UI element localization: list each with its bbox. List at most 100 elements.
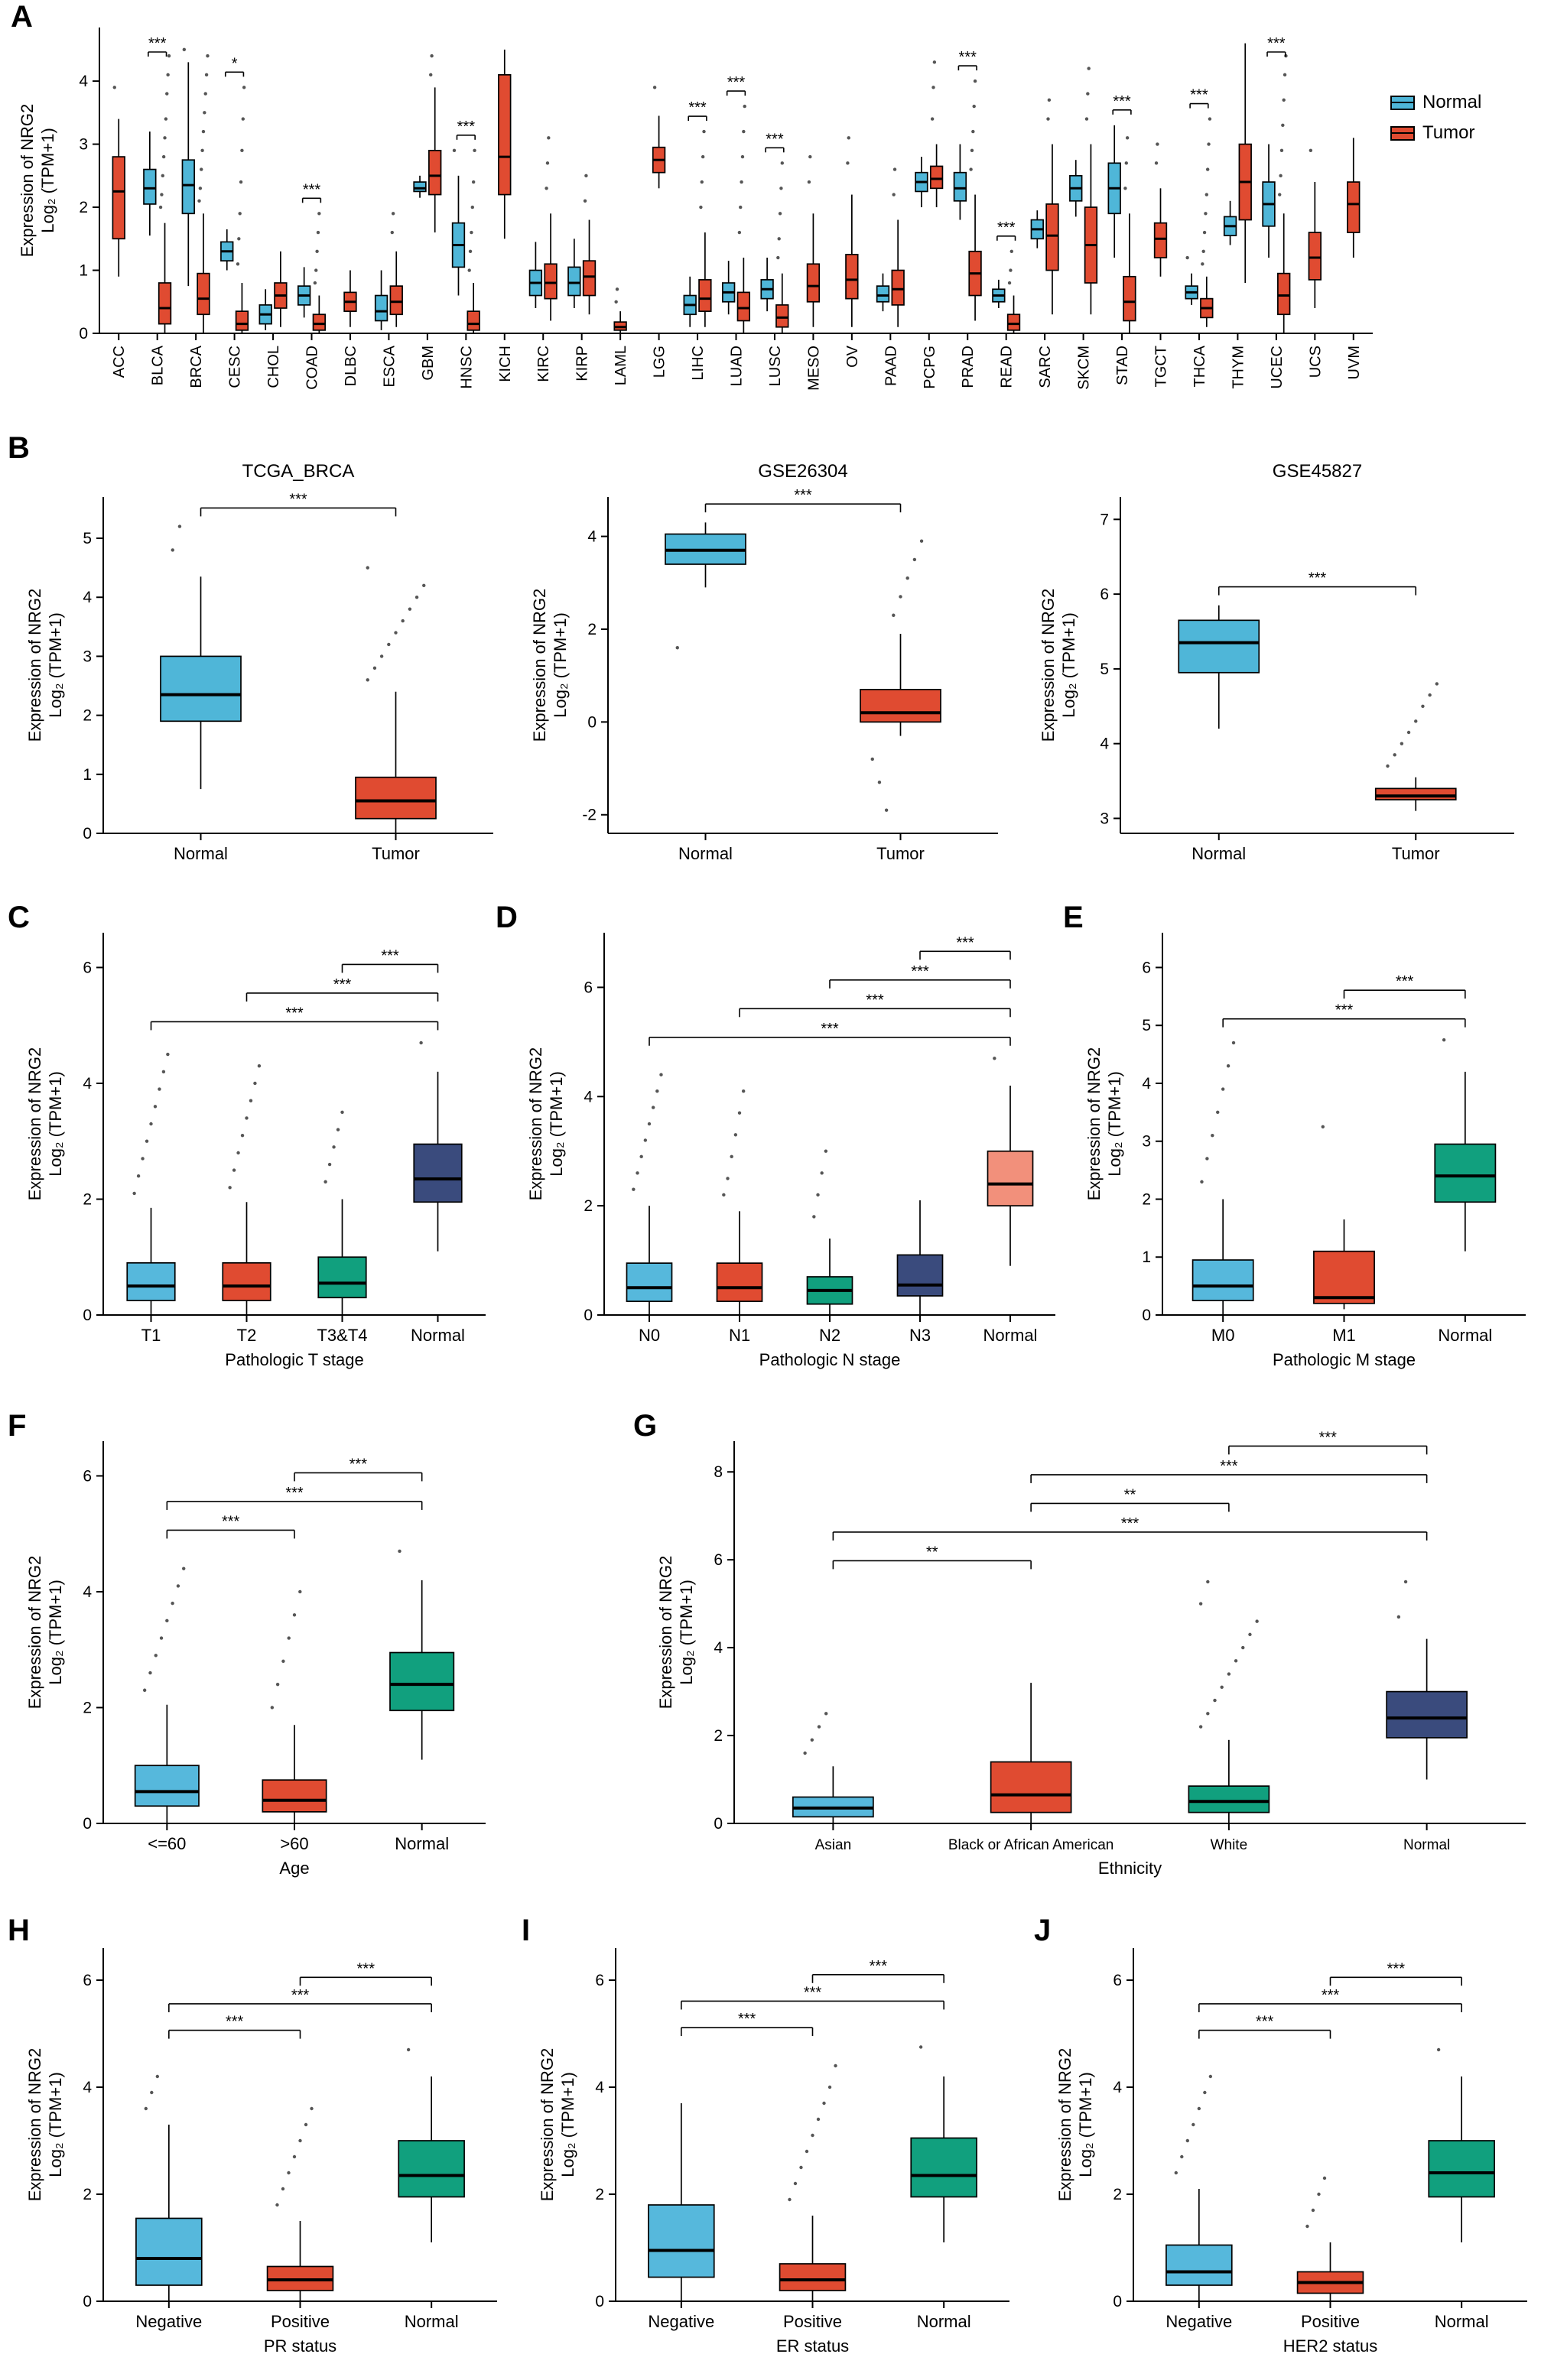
svg-text:PCPG: PCPG (922, 346, 938, 389)
svg-text:Expression of NRG2: Expression of NRG2 (25, 1556, 44, 1710)
panel-g-ethnicity-boxplot: Expression of NRG2 Log₂ (TPM+1) 0 2 4 6 8 Asian… (650, 1418, 1541, 1911)
svg-text:2: 2 (83, 707, 92, 725)
svg-text:6: 6 (595, 1972, 604, 1989)
svg-text:2: 2 (587, 621, 597, 638)
svg-text:Tumor: Tumor (1392, 844, 1440, 863)
svg-text:1: 1 (1142, 1248, 1151, 1266)
svg-text:CESC: CESC (227, 346, 244, 388)
svg-text:THYM: THYM (1230, 346, 1247, 389)
svg-text:T2: T2 (237, 1326, 257, 1345)
panel-i-er-status-boxplot: Expression of NRG2 Log₂ (TPM+1) 0 2 4 6 Negati… (532, 1925, 1025, 2380)
svg-text:4: 4 (1100, 735, 1109, 753)
svg-text:3: 3 (83, 648, 92, 665)
svg-text:4: 4 (83, 2079, 92, 2096)
svg-text:**: ** (926, 1544, 938, 1560)
svg-text:4: 4 (79, 73, 88, 90)
svg-text:KICH: KICH (497, 346, 514, 382)
svg-text:LIHC: LIHC (690, 346, 707, 381)
svg-text:***: *** (1322, 1987, 1340, 2004)
svg-text:Positive: Positive (271, 2312, 330, 2331)
svg-text:TGCT: TGCT (1153, 346, 1170, 387)
svg-text:KIRC: KIRC (535, 346, 552, 382)
svg-text:4: 4 (83, 1075, 92, 1093)
svg-text:Normal: Normal (678, 844, 733, 863)
svg-text:Log₂ (TPM+1): Log₂ (TPM+1) (1059, 612, 1078, 718)
svg-text:Expression of NRG2: Expression of NRG2 (25, 1047, 44, 1201)
svg-text:4: 4 (83, 1583, 92, 1601)
svg-text:LUSC: LUSC (767, 346, 784, 386)
svg-text:2: 2 (584, 1197, 593, 1215)
svg-text:2: 2 (1113, 2186, 1122, 2203)
panel-label-b: B (8, 431, 30, 465)
legend-label-tumor: Tumor (1422, 122, 1475, 143)
svg-text:Tumor: Tumor (372, 844, 420, 863)
svg-text:6: 6 (1142, 959, 1151, 976)
svg-text:White: White (1211, 1837, 1248, 1853)
svg-text:Expression of NRG2: Expression of NRG2 (538, 2048, 557, 2202)
svg-text:READ: READ (999, 346, 1016, 388)
svg-text:UVM: UVM (1346, 346, 1363, 379)
svg-text:***: *** (381, 947, 399, 964)
svg-text:***: *** (1387, 1960, 1406, 1977)
svg-text:6: 6 (83, 1972, 92, 1989)
svg-text:2: 2 (595, 2186, 604, 2203)
svg-text:Log₂ (TPM+1): Log₂ (TPM+1) (677, 1580, 696, 1685)
svg-text:***: *** (285, 1005, 304, 1021)
svg-text:Log₂ (TPM+1): Log₂ (TPM+1) (551, 612, 570, 718)
svg-text:OV: OV (844, 345, 861, 368)
svg-text:Normal: Normal (983, 1326, 1038, 1345)
svg-text:2: 2 (83, 1190, 92, 1208)
svg-text:M1: M1 (1332, 1326, 1356, 1345)
svg-text:Log₂ (TPM+1): Log₂ (TPM+1) (1076, 2072, 1095, 2177)
boxplot-svg-C: Expression of NRG2 Log₂ (TPM+1) 0 2 4 6 T1 T2 T3… (25, 933, 486, 1369)
svg-text:4: 4 (1113, 2079, 1122, 2096)
boxplot-svg-G: Expression of NRG2 Log₂ (TPM+1) 0 2 4 6 8 Asian… (656, 1429, 1526, 1878)
svg-text:0: 0 (83, 2293, 92, 2310)
svg-text:2: 2 (79, 199, 88, 216)
svg-text:Pathologic N stage: Pathologic N stage (759, 1350, 901, 1369)
svg-text:Log₂ (TPM+1): Log₂ (TPM+1) (547, 1071, 566, 1177)
svg-text:Ethnicity: Ethnicity (1098, 1859, 1162, 1878)
svg-text:Expression of NRG2: Expression of NRG2 (18, 104, 37, 258)
svg-text:N2: N2 (819, 1326, 840, 1345)
svg-text:***: *** (1396, 973, 1414, 990)
svg-text:0: 0 (584, 1307, 593, 1324)
svg-text:Expression of NRG2: Expression of NRG2 (1039, 589, 1058, 742)
svg-text:6: 6 (1100, 586, 1109, 603)
legend-item-tumor: Tumor (1390, 122, 1481, 144)
svg-text:0: 0 (1113, 2293, 1122, 2310)
svg-text:4: 4 (595, 2079, 604, 2096)
svg-text:0: 0 (83, 1815, 92, 1833)
svg-text:DLBC: DLBC (343, 346, 359, 386)
svg-text:THCA: THCA (1192, 345, 1208, 387)
svg-text:TCGA_BRCA: TCGA_BRCA (242, 461, 355, 482)
svg-text:Log₂ (TPM+1): Log₂ (TPM+1) (1105, 1071, 1124, 1177)
svg-text:M0: M0 (1211, 1326, 1235, 1345)
svg-text:BLCA: BLCA (150, 345, 167, 385)
svg-text:UCS: UCS (1307, 346, 1324, 378)
svg-text:***: *** (1319, 1429, 1338, 1446)
svg-text:5: 5 (83, 530, 92, 547)
svg-text:Expression of NRG2: Expression of NRG2 (656, 1556, 675, 1710)
svg-text:**: ** (1124, 1486, 1136, 1503)
svg-text:Normal: Normal (917, 2312, 971, 2331)
svg-text:***: *** (911, 963, 929, 980)
svg-text:***: *** (688, 99, 707, 116)
svg-text:1: 1 (79, 262, 88, 280)
svg-text:***: *** (866, 992, 884, 1008)
svg-text:Positive: Positive (1301, 2312, 1360, 2331)
svg-text:***: *** (766, 131, 784, 148)
boxplot-svg-D: Expression of NRG2 Log₂ (TPM+1) 0 2 4 6 N0 N1 N2… (526, 933, 1055, 1369)
svg-text:ACC: ACC (111, 346, 128, 378)
svg-text:Log₂ (TPM+1): Log₂ (TPM+1) (46, 2072, 65, 2177)
svg-text:***: *** (821, 1021, 839, 1037)
svg-text:***: *** (148, 35, 167, 52)
svg-text:UCEC: UCEC (1269, 346, 1286, 389)
svg-text:N3: N3 (909, 1326, 931, 1345)
svg-text:***: *** (794, 487, 812, 504)
panel-h-pr-status-boxplot: Expression of NRG2 Log₂ (TPM+1) 0 2 4 6 Negati… (19, 1925, 512, 2380)
svg-text:ESCA: ESCA (381, 345, 398, 387)
svg-text:0: 0 (79, 325, 88, 343)
svg-text:N1: N1 (729, 1326, 750, 1345)
svg-text:PAAD: PAAD (883, 346, 899, 386)
